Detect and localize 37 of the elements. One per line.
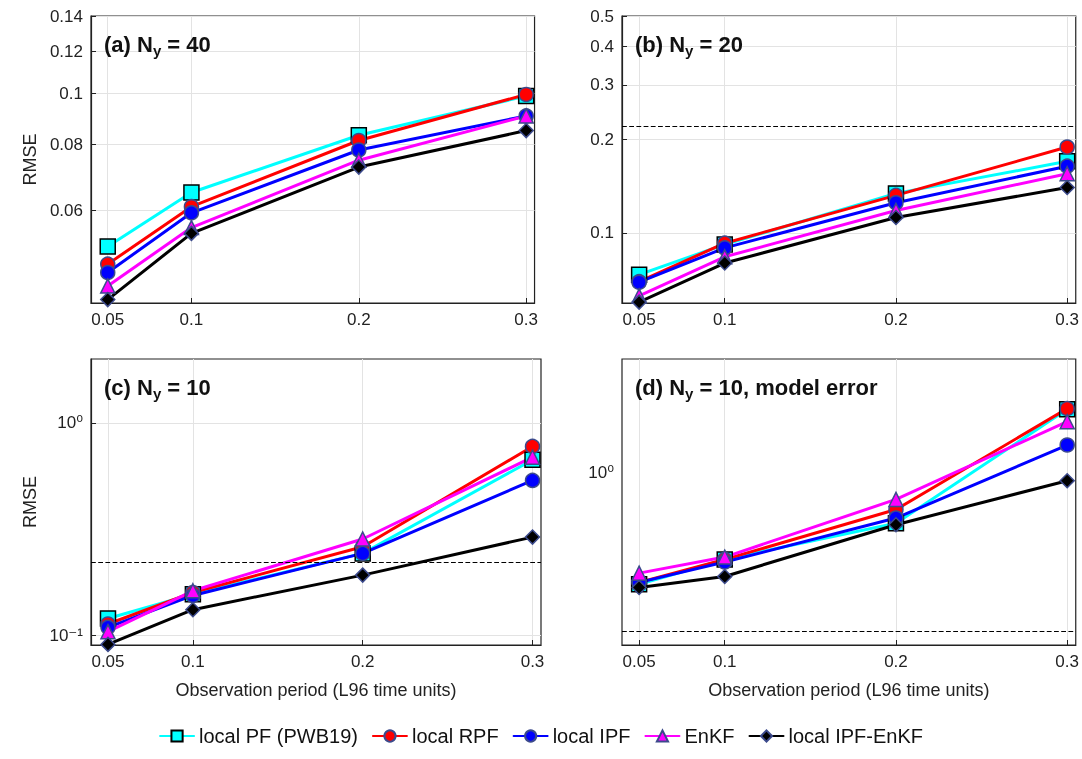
y-tick-label: 0.14 [49, 6, 83, 26]
y-tick-label: 0.3 [590, 75, 614, 95]
x-axis-title: Observation period (L96 time units) [175, 680, 457, 700]
x-tick-label: 0.3 [520, 652, 545, 671]
x-tick-label: 0.3 [1055, 310, 1079, 329]
x-tick-label: 0.1 [712, 652, 737, 671]
x-tick-label: 0.1 [712, 310, 737, 329]
x-tick-label: 0.2 [884, 652, 908, 671]
x-tick-label: 0.05 [91, 310, 125, 329]
y-axis-title: RMSE [20, 475, 40, 529]
x-tick-label: 0.3 [514, 310, 538, 329]
x-tick-label: 0.2 [884, 310, 908, 329]
y-axis-title: RMSE [20, 133, 40, 186]
y-tick-label: 0.08 [49, 134, 83, 154]
y-tick-label: 0.1 [590, 223, 614, 243]
legend-label: EnKF [684, 725, 735, 747]
x-axis-title: Observation period (L96 time units) [708, 680, 990, 700]
y-tick-label: 0.5 [590, 6, 614, 26]
x-tick-label: 0.2 [346, 310, 371, 329]
x-tick-label: 0.3 [1055, 652, 1079, 671]
x-tick-label: 0.1 [179, 310, 204, 329]
x-tick-label: 0.05 [91, 652, 125, 671]
legend-label: local PF (PWB19) [199, 725, 358, 747]
legend-label: local RPF [411, 725, 499, 747]
x-tick-label: 0.2 [350, 652, 375, 671]
y-tick-label: 0.4 [590, 36, 614, 56]
x-tick-label: 0.05 [622, 310, 656, 329]
y-tick-label: 0.2 [590, 129, 614, 149]
y-tick-label: 10⁰ [57, 413, 84, 433]
y-tick-label: 0.06 [49, 200, 83, 220]
legend-label: local IPF [552, 725, 631, 747]
x-tick-label: 0.1 [181, 652, 205, 671]
legend-label: local IPF-EnKF [788, 725, 923, 747]
y-tick-label: 10⁻¹ [49, 625, 84, 645]
y-tick-label: 0.12 [49, 41, 83, 61]
y-tick-label: 0.1 [59, 83, 83, 103]
x-tick-label: 0.05 [622, 652, 656, 671]
